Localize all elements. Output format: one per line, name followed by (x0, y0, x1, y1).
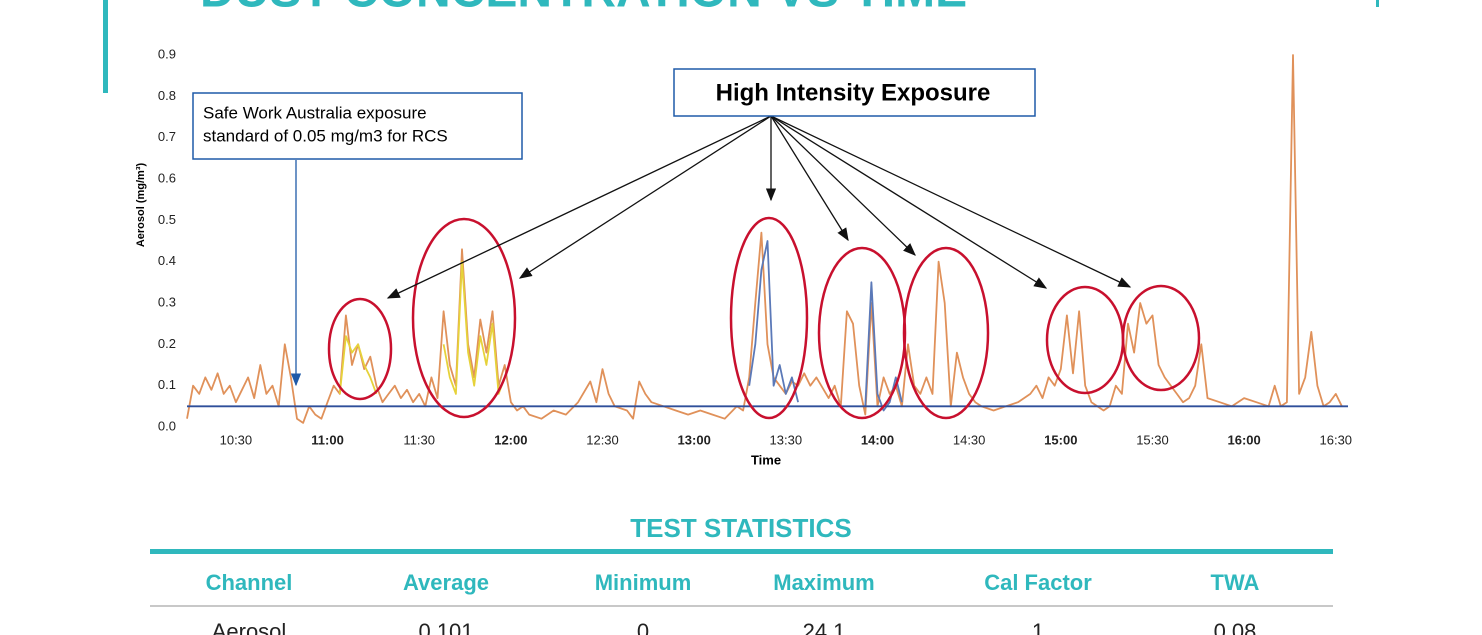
highlight (411, 217, 517, 419)
table-header: Average (403, 570, 489, 595)
arrow (770, 115, 1132, 288)
highlight (902, 246, 990, 420)
data-line (748, 240, 903, 412)
x-tick-label: 16:30 (1320, 432, 1353, 447)
x-tick-label: 14:30 (953, 432, 986, 447)
x-tick-label: 14:00 (861, 432, 894, 447)
table-rule (150, 549, 1333, 554)
table-header: TWA (1211, 570, 1260, 595)
y-tick-label: 0.2 (158, 336, 176, 351)
ellipses (327, 216, 1201, 420)
chart: 0.0 0.1 0.2 0.3 0.4 0.5 0.6 0.7 0.8 0.9 10:30 11:00… (158, 46, 1352, 447)
arrow (770, 115, 1048, 289)
highlight (1121, 284, 1201, 392)
y-tick-label: 0.0 (158, 418, 176, 433)
annotation-box (673, 68, 1036, 117)
table-cell: Aerosol (212, 619, 287, 635)
data-line (186, 54, 1343, 424)
x-axis-label: Time (751, 452, 781, 467)
x-tick-label: 12:30 (586, 432, 619, 447)
y-tick-label: 0.3 (158, 294, 176, 309)
table-header: Minimum (595, 570, 692, 595)
table: Channel Average Minimum Maximum Cal Factor TW… (206, 570, 1260, 635)
table-cell: 24.1 (803, 619, 846, 635)
x-tick-label: 15:00 (1044, 432, 1077, 447)
x-tick-label: 11:00 (311, 432, 344, 447)
table-header: Cal Factor (984, 570, 1092, 595)
y-tick-label: 0.8 (158, 88, 176, 103)
y-tick-label: 0.6 (158, 170, 176, 185)
y-tick-label: 0.4 (158, 253, 176, 268)
table-header: Channel (206, 570, 293, 595)
y-tick-label: 0.7 (158, 129, 176, 144)
arrow (770, 115, 916, 256)
y-axis-label: Aerosol (mg/m³) (135, 162, 147, 247)
highlight (817, 246, 907, 420)
table-cell: 1 (1032, 619, 1044, 635)
arrow (386, 115, 772, 299)
annotation: standard of 0.05 mg/m3 for RCS (203, 126, 448, 145)
data-line (338, 260, 506, 395)
arrow (770, 115, 849, 242)
y-tick-label: 0.9 (158, 46, 176, 61)
x-tick-label: 12:00 (494, 432, 527, 447)
highlight (327, 297, 393, 401)
annotation: Safe Work Australia exposure (203, 103, 427, 122)
table-cell: 0 (637, 619, 649, 635)
x-tick-label: 10:30 (220, 432, 253, 447)
page-title: DUST CONCENTRATION VS TIME (200, 0, 967, 18)
y-tick-label: 0.1 (158, 377, 176, 392)
y-tick-label: 0.5 (158, 212, 176, 227)
table-rule (150, 605, 1333, 607)
x-tick-label: 15:30 (1136, 432, 1169, 447)
accent-bar (103, 0, 108, 93)
x-tick-label: 11:30 (403, 432, 435, 447)
x-tick-label: 13:00 (678, 432, 711, 447)
table-title: TEST STATISTICS (630, 513, 851, 543)
highlight (729, 216, 809, 420)
x-tick-label: 16:00 (1227, 432, 1260, 447)
annotation: High Intensity Exposure (716, 79, 991, 106)
accent-tick (1376, 0, 1379, 7)
table-cell: 0.101 (418, 619, 473, 635)
table-cell: 0.08 (1214, 619, 1257, 635)
x-tick-label: 13:30 (770, 432, 803, 447)
table-header: Maximum (773, 570, 874, 595)
annotation-box (192, 92, 523, 160)
arrows (386, 115, 1132, 299)
arrow (518, 115, 772, 279)
